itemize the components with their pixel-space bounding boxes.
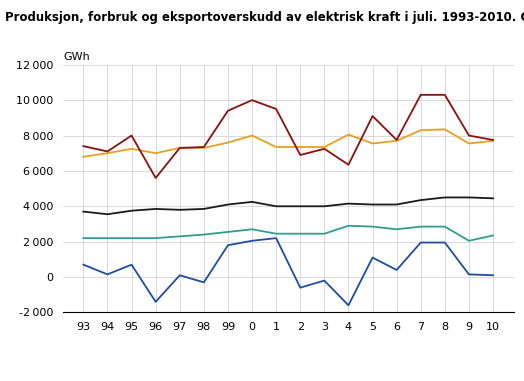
Total
produksjon xyxy=(152,176,159,180)
Forbruk i
alminnelig
forsyning xyxy=(321,204,328,208)
Brutto
forbruk xyxy=(128,147,135,151)
Brutto
forbruk xyxy=(466,141,472,146)
Eksport-
overskudd xyxy=(104,272,111,277)
Total
produksjon xyxy=(249,98,255,102)
Total
produksjon xyxy=(369,114,376,118)
Forbruk i
kraftintensiv
industri i alt xyxy=(249,227,255,232)
Eksport-
overskudd xyxy=(442,240,448,245)
Total
produksjon xyxy=(345,162,352,167)
Forbruk i
kraftintensiv
industri i alt xyxy=(177,234,183,239)
Eksport-
overskudd xyxy=(273,236,279,240)
Total
produksjon xyxy=(466,133,472,138)
Forbruk i
alminnelig
forsyning xyxy=(225,202,231,207)
Eksport-
overskudd xyxy=(201,280,207,285)
Eksport-
overskudd xyxy=(345,303,352,307)
Forbruk i
kraftintensiv
industri i alt xyxy=(152,236,159,240)
Eksport-
overskudd xyxy=(394,268,400,272)
Total
produksjon xyxy=(201,145,207,149)
Forbruk i
alminnelig
forsyning xyxy=(297,204,303,208)
Eksport-
overskudd xyxy=(321,278,328,283)
Text: Produksjon, forbruk og eksportoverskudd av elektrisk kraft i juli. 1993-2010. GW: Produksjon, forbruk og eksportoverskudd … xyxy=(5,11,524,24)
Forbruk i
kraftintensiv
industri i alt xyxy=(128,236,135,240)
Total
produksjon xyxy=(490,138,496,142)
Eksport-
overskudd xyxy=(418,240,424,245)
Total
produksjon xyxy=(225,109,231,113)
Brutto
forbruk xyxy=(345,132,352,137)
Forbruk i
alminnelig
forsyning xyxy=(104,212,111,216)
Total
produksjon xyxy=(297,153,303,157)
Forbruk i
alminnelig
forsyning xyxy=(394,202,400,207)
Line: Forbruk i
kraftintensiv
industri i alt: Forbruk i kraftintensiv industri i alt xyxy=(83,226,493,241)
Brutto
forbruk xyxy=(80,154,86,159)
Forbruk i
alminnelig
forsyning xyxy=(201,207,207,211)
Eksport-
overskudd xyxy=(297,285,303,290)
Line: Eksport-
overskudd: Eksport- overskudd xyxy=(83,238,493,305)
Brutto
forbruk xyxy=(104,151,111,155)
Forbruk i
kraftintensiv
industri i alt xyxy=(273,231,279,236)
Eksport-
overskudd xyxy=(249,239,255,243)
Forbruk i
kraftintensiv
industri i alt xyxy=(418,224,424,229)
Forbruk i
kraftintensiv
industri i alt xyxy=(345,223,352,228)
Forbruk i
alminnelig
forsyning xyxy=(442,195,448,200)
Forbruk i
alminnelig
forsyning xyxy=(418,198,424,202)
Brutto
forbruk xyxy=(273,145,279,149)
Brutto
forbruk xyxy=(490,139,496,143)
Forbruk i
alminnelig
forsyning xyxy=(249,200,255,204)
Brutto
forbruk xyxy=(297,145,303,149)
Brutto
forbruk xyxy=(201,146,207,150)
Total
produksjon xyxy=(104,149,111,154)
Eksport-
overskudd xyxy=(177,273,183,277)
Forbruk i
kraftintensiv
industri i alt xyxy=(297,231,303,236)
Total
produksjon xyxy=(394,138,400,142)
Forbruk i
alminnelig
forsyning xyxy=(369,202,376,207)
Brutto
forbruk xyxy=(177,146,183,150)
Forbruk i
alminnelig
forsyning xyxy=(177,208,183,212)
Eksport-
overskudd xyxy=(152,299,159,304)
Line: Forbruk i
alminnelig
forsyning: Forbruk i alminnelig forsyning xyxy=(83,197,493,214)
Total
produksjon xyxy=(128,133,135,138)
Eksport-
overskudd xyxy=(128,263,135,267)
Total
produksjon xyxy=(177,146,183,150)
Brutto
forbruk xyxy=(394,139,400,143)
Eksport-
overskudd xyxy=(80,263,86,267)
Forbruk i
alminnelig
forsyning xyxy=(466,195,472,200)
Forbruk i
kraftintensiv
industri i alt xyxy=(225,230,231,234)
Eksport-
overskudd xyxy=(490,273,496,277)
Forbruk i
alminnelig
forsyning xyxy=(273,204,279,208)
Text: GWh: GWh xyxy=(63,52,90,62)
Brutto
forbruk xyxy=(418,128,424,133)
Eksport-
overskudd xyxy=(225,243,231,248)
Eksport-
overskudd xyxy=(466,272,472,277)
Forbruk i
kraftintensiv
industri i alt xyxy=(80,236,86,240)
Brutto
forbruk xyxy=(152,151,159,155)
Forbruk i
kraftintensiv
industri i alt xyxy=(490,233,496,238)
Forbruk i
kraftintensiv
industri i alt xyxy=(466,239,472,243)
Line: Total
produksjon: Total produksjon xyxy=(83,95,493,178)
Forbruk i
kraftintensiv
industri i alt xyxy=(394,227,400,232)
Forbruk i
kraftintensiv
industri i alt xyxy=(321,231,328,236)
Eksport-
overskudd xyxy=(369,255,376,260)
Brutto
forbruk xyxy=(369,141,376,146)
Line: Brutto
forbruk: Brutto forbruk xyxy=(83,129,493,157)
Brutto
forbruk xyxy=(442,127,448,131)
Forbruk i
kraftintensiv
industri i alt xyxy=(369,224,376,229)
Brutto
forbruk xyxy=(321,145,328,149)
Total
produksjon xyxy=(80,144,86,149)
Total
produksjon xyxy=(273,107,279,111)
Forbruk i
kraftintensiv
industri i alt xyxy=(442,224,448,229)
Brutto
forbruk xyxy=(249,133,255,138)
Forbruk i
kraftintensiv
industri i alt xyxy=(104,236,111,240)
Total
produksjon xyxy=(321,147,328,151)
Brutto
forbruk xyxy=(225,140,231,145)
Total
produksjon xyxy=(442,93,448,97)
Forbruk i
alminnelig
forsyning xyxy=(490,196,496,201)
Forbruk i
kraftintensiv
industri i alt xyxy=(201,232,207,237)
Forbruk i
alminnelig
forsyning xyxy=(80,209,86,214)
Forbruk i
alminnelig
forsyning xyxy=(128,208,135,213)
Forbruk i
alminnelig
forsyning xyxy=(152,207,159,211)
Total
produksjon xyxy=(418,93,424,97)
Forbruk i
alminnelig
forsyning xyxy=(345,201,352,206)
